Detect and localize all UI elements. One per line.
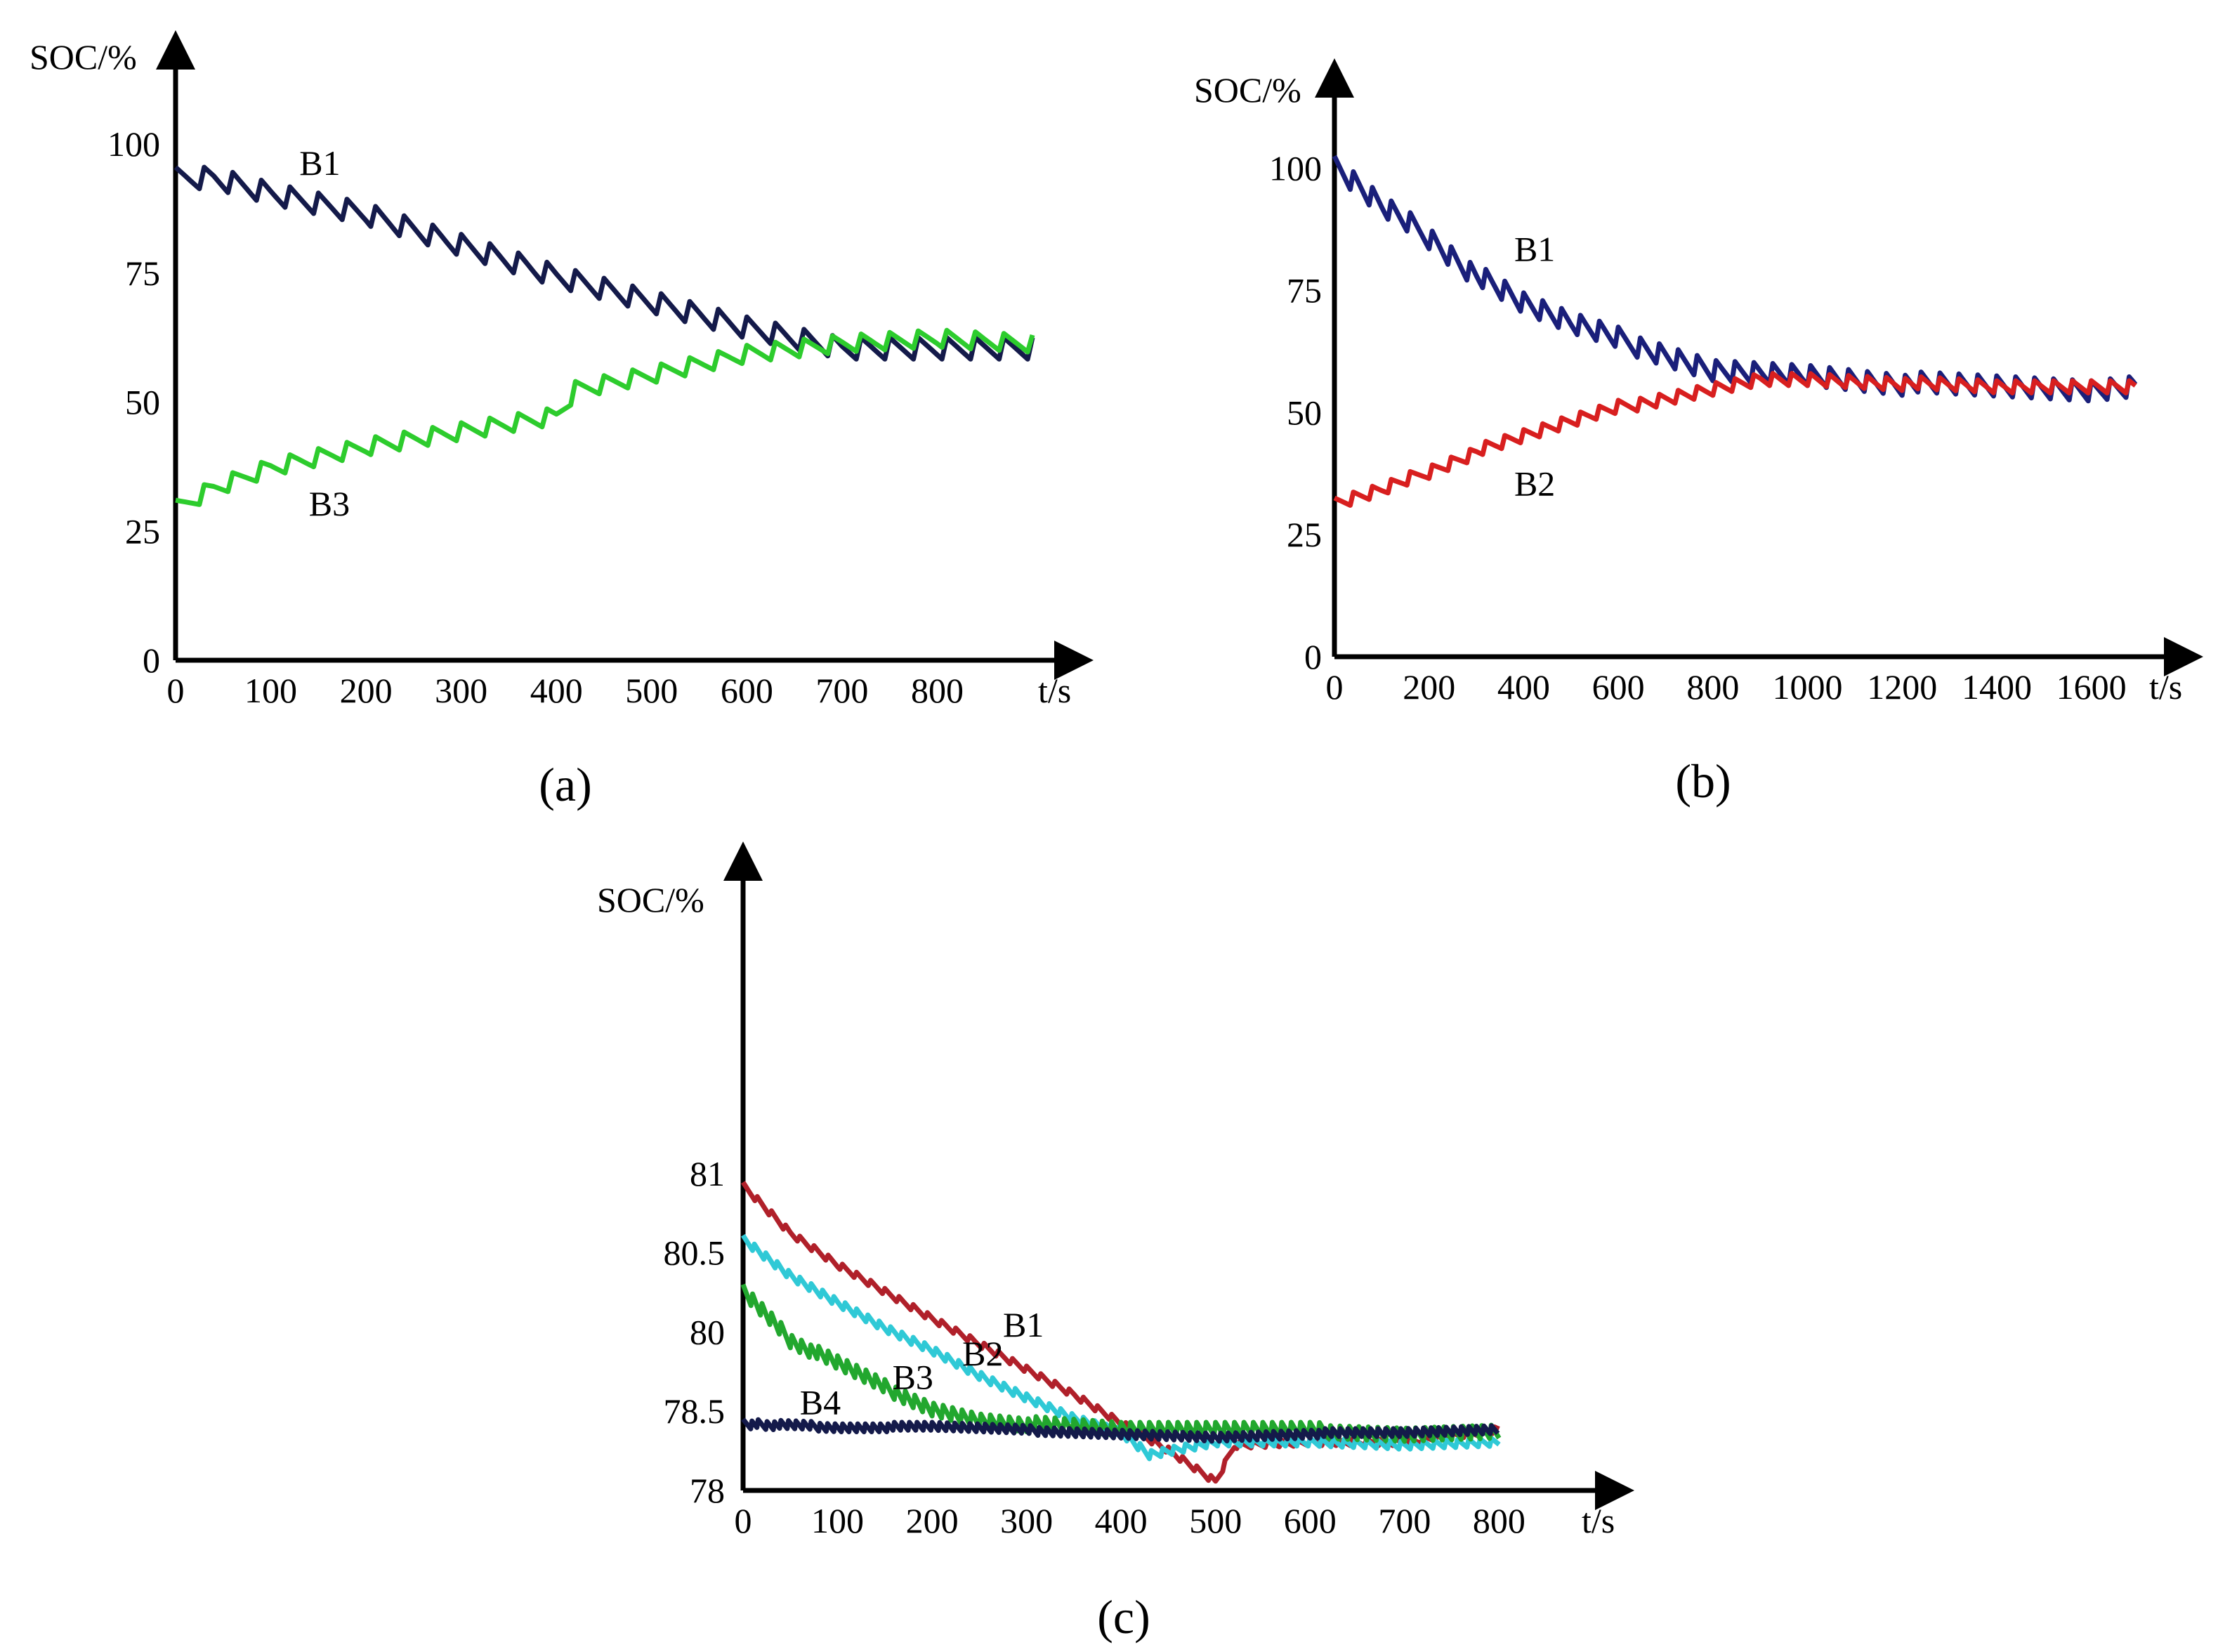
x-tick-label: 800 <box>1473 1501 1525 1540</box>
chart-panel-a: 0 100 200 300 400 500 600 700 800 0 25 50 75 100 B1 B3… <box>29 30 1094 811</box>
panel-label-a: (a) <box>539 758 591 811</box>
y-tick-label: 50 <box>125 383 160 422</box>
series-line-b3 <box>175 327 1035 507</box>
y-tick-label: 81 <box>690 1154 725 1193</box>
x-tick-label: 1400 <box>1962 667 2032 707</box>
plot-area: B1 B3 <box>173 143 1035 523</box>
y-tick-label: 100 <box>107 124 160 164</box>
x-tick-label: 300 <box>435 671 487 710</box>
series-label-b2: B2 <box>1514 464 1555 504</box>
series-label-b1: B1 <box>299 143 340 183</box>
x-tick-label: 0 <box>167 671 185 710</box>
series-label-b3: B3 <box>893 1358 933 1397</box>
tick-labels: 0 200 400 600 800 1000 1200 1400 1600 0 25 50 75 100 <box>1269 149 2127 707</box>
series-label-b4: B4 <box>800 1383 841 1422</box>
x-axis-title: t/s <box>1038 671 1071 710</box>
y-tick-label: 0 <box>1304 637 1322 676</box>
y-tick-label: 78.5 <box>664 1391 726 1431</box>
x-tick-label: 600 <box>1592 667 1645 707</box>
y-tick-label: 75 <box>1287 270 1322 310</box>
y-tick-label: 80 <box>690 1312 725 1351</box>
x-tick-label: 300 <box>1000 1501 1053 1540</box>
y-tick-label: 78 <box>690 1471 725 1510</box>
series-line-b4 <box>741 1417 1500 1444</box>
y-axis-title: SOC/% <box>597 880 704 919</box>
series-label-b3: B3 <box>309 484 350 523</box>
x-tick-label: 500 <box>1189 1501 1242 1540</box>
tick-labels: 0 100 200 300 400 500 600 700 800 0 25 50 75 100 <box>107 124 964 710</box>
x-axis-title: t/s <box>1582 1501 1615 1540</box>
panel-label-b: (b) <box>1675 754 1731 808</box>
series-line-b1 <box>173 164 1035 362</box>
x-tick-label: 200 <box>906 1501 959 1540</box>
tick-labels: 0 100 200 300 400 500 600 700 800 78 78.5 80 80.5 81 <box>664 1154 1525 1540</box>
x-tick-label: 500 <box>625 671 678 710</box>
panel-label-c: (c) <box>1097 1590 1150 1644</box>
x-tick-label: 700 <box>1378 1501 1431 1540</box>
x-tick-label: 1000 <box>1773 667 1843 707</box>
x-tick-label: 700 <box>815 671 868 710</box>
x-tick-label: 100 <box>244 671 297 710</box>
series-line-b2 <box>1333 371 2137 508</box>
x-tick-label: 0 <box>1326 667 1344 707</box>
x-tick-label: 800 <box>911 671 964 710</box>
series-label-b2: B2 <box>962 1334 1003 1373</box>
y-tick-label: 100 <box>1269 149 1322 188</box>
series-label-b1: B1 <box>1514 230 1555 269</box>
y-tick-label: 50 <box>1287 393 1322 432</box>
x-tick-label: 100 <box>811 1501 864 1540</box>
chart-panel-c: 0 100 200 300 400 500 600 700 8007878.58080.581 … <box>597 841 1634 1644</box>
y-tick-label: 25 <box>125 511 160 551</box>
series-line-b1 <box>1332 155 2138 404</box>
x-tick-label: 200 <box>340 671 393 710</box>
series-label-b1: B1 <box>1003 1305 1044 1344</box>
x-axis-title: t/s <box>2149 667 2182 707</box>
x-tick-label: 400 <box>1497 667 1550 707</box>
x-tick-label: 800 <box>1686 667 1739 707</box>
y-tick-label: 0 <box>143 641 160 680</box>
x-tick-label: 600 <box>721 671 773 710</box>
y-tick-label: 80.5 <box>664 1233 726 1273</box>
plot-area: B1 B2 <box>1332 155 2138 508</box>
y-axis-title: SOC/% <box>1194 70 1301 110</box>
x-tick-label: 600 <box>1284 1501 1337 1540</box>
y-tick-label: 75 <box>125 254 160 293</box>
y-axis-title: SOC/% <box>29 37 137 77</box>
x-tick-label: 200 <box>1403 667 1455 707</box>
x-tick-label: 0 <box>735 1501 752 1540</box>
x-tick-label: 1200 <box>1867 667 1937 707</box>
x-tick-label: 400 <box>530 671 583 710</box>
y-tick-label: 25 <box>1287 515 1322 554</box>
chart-panel-b: 0 200 400 600 800 1000 1200 1400 16000255075100 … <box>1194 58 2203 808</box>
x-tick-label: 1600 <box>2056 667 2127 707</box>
x-tick-label: 400 <box>1095 1501 1148 1540</box>
